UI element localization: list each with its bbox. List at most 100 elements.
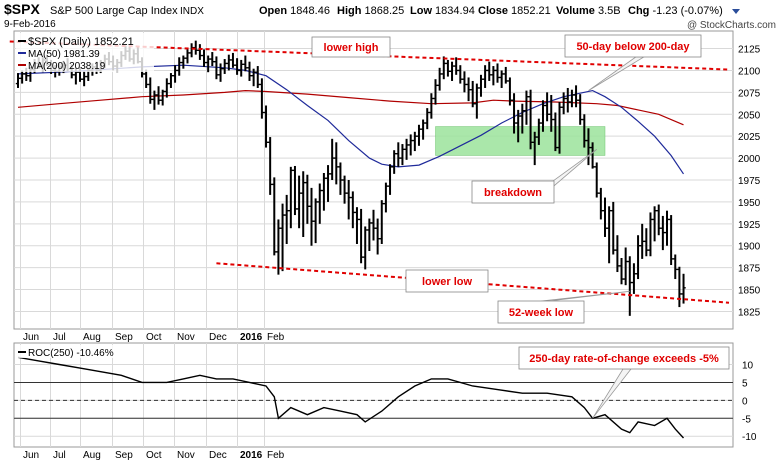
ohlc-value: 3.5B (595, 5, 621, 17)
price-bar (549, 94, 554, 132)
price-bar (664, 210, 670, 246)
ohlc-label: Close (478, 5, 508, 17)
ma200-line (17, 89, 684, 126)
price-bar (309, 187, 314, 246)
roc-y-tick-label: 5 (742, 378, 748, 389)
price-panel: 1825 1850 1875 1900 1925 1950 1975 2000 2025 2050… (9, 30, 761, 343)
price-bar (482, 65, 488, 88)
watermark-label: @ StockCharts.com (687, 20, 776, 31)
price-y-tick-label: 2000 (738, 154, 761, 165)
price-bar (408, 134, 413, 156)
price-bar (367, 218, 372, 251)
roc-y-tick-label: -5 (742, 414, 751, 425)
price-y-tick-label: 2075 (738, 88, 761, 99)
price-bar (606, 206, 612, 264)
roc-legend-label: ROC(250) -10.46% (28, 348, 114, 359)
exchange-label: INDX (180, 6, 204, 17)
price-bar (263, 105, 269, 148)
price-bar (594, 162, 599, 198)
roc-y-tick-label: -10 (742, 432, 757, 443)
trendline-lower-low (216, 262, 730, 304)
price-bar (639, 223, 645, 259)
price-bar (230, 52, 236, 68)
price-bar (284, 194, 289, 244)
price-bar (354, 207, 360, 244)
price-bar (453, 57, 459, 75)
price-legend-label: MA(200) 2038.19 (28, 61, 106, 72)
price-bar (499, 70, 504, 88)
ohlc-field-volume: Volume 3.5B (556, 5, 621, 17)
price-bar (445, 59, 451, 77)
price-bar (660, 215, 666, 251)
price-bar (673, 254, 678, 280)
price-bar (524, 90, 529, 125)
price-y-tick-label: 2025 (738, 132, 761, 143)
price-bar (383, 182, 389, 213)
price-annotations: lower high 50-day below 200-day breakdown l… (311, 34, 702, 324)
price-bar (363, 226, 368, 270)
price-y-tick-label: 1850 (738, 286, 761, 297)
roc-x-tick-label: Nov (177, 450, 195, 461)
price-y-tick-label: 1900 (738, 242, 761, 253)
ohlc-value: -1.23 (-0.07%) (649, 5, 722, 17)
price-bar (267, 137, 273, 195)
annotation-label: 52-week low (509, 307, 574, 319)
price-bar (441, 56, 446, 80)
price-y-tick-label: 1825 (738, 307, 761, 318)
price-bar (466, 77, 471, 102)
price-legend-bg (16, 33, 154, 72)
roc-annotation: 250-day rate-of-change exceeds -5% (518, 346, 730, 419)
price-bar (677, 266, 682, 308)
price-bar (681, 273, 686, 304)
price-bar (437, 67, 442, 91)
price-bar (561, 92, 566, 115)
annotation-52-week-low: 52-week low (497, 290, 630, 324)
price-bar (544, 92, 550, 122)
annotation-label: breakdown (484, 187, 542, 199)
price-bar (586, 128, 591, 166)
roc-x-tick-label: Sep (115, 450, 133, 461)
ohlc-field-chg: Chg -1.23 (-0.07%) (628, 5, 723, 17)
price-bar (329, 138, 335, 180)
roc-line (17, 356, 685, 439)
roc-reference-lines (14, 381, 733, 419)
price-bar (218, 63, 223, 82)
price-bar (412, 131, 418, 152)
roc-y-axis: -10 -5 0 5 10 (742, 361, 757, 444)
roc-x-tick-label: Aug (83, 450, 101, 461)
price-bar (19, 70, 25, 84)
price-bar (222, 59, 227, 74)
roc-x-tick-label: Jul (53, 450, 66, 461)
price-x-tick-label: Aug (83, 332, 101, 343)
price-bar (528, 89, 533, 150)
price-bar (280, 203, 285, 272)
dropdown-arrow-icon[interactable] (732, 9, 740, 14)
price-bar (487, 61, 492, 81)
price-bar (511, 93, 517, 134)
price-bar (15, 73, 21, 88)
price-bar (193, 40, 198, 55)
price-bar (615, 235, 620, 273)
price-bar (375, 218, 380, 255)
price-bar (156, 86, 161, 105)
price-bar (631, 263, 637, 294)
price-bar (590, 142, 595, 169)
price-bar (325, 165, 331, 202)
price-bar (400, 144, 405, 166)
price-bar (152, 90, 157, 110)
annotation-label: lower high (324, 42, 379, 54)
price-bar (598, 187, 604, 220)
price-bar (143, 69, 149, 88)
consolidation-zone (435, 126, 606, 156)
price-x-axis: Jun Jul Aug Sep Oct Nov Dec 2016 Feb (23, 332, 285, 343)
price-bar (644, 228, 649, 257)
price-bar (569, 89, 575, 108)
price-bar (342, 175, 347, 204)
roc-x-tick-label: Dec (209, 450, 227, 461)
ohlc-field-open: Open 1848.46 (259, 5, 330, 17)
annotation-label: 50-day below 200-day (576, 41, 690, 53)
ohlc-value: 1848.46 (287, 5, 330, 17)
price-bar (553, 112, 558, 152)
ohlc-value: 1852.21 (508, 5, 551, 17)
price-y-tick-label: 2125 (738, 45, 761, 56)
